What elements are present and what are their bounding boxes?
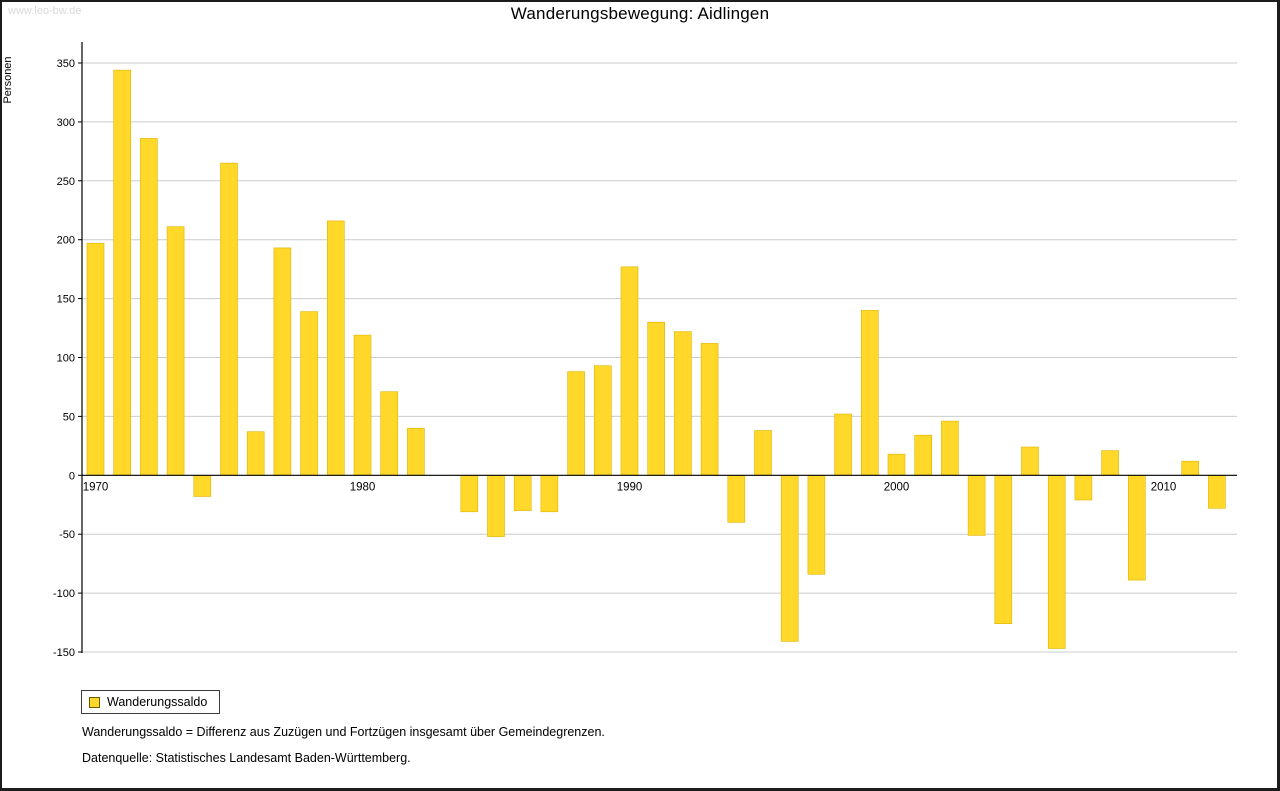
bar-2012 — [1208, 474, 1226, 509]
bar-2004 — [994, 474, 1013, 624]
bar-1973 — [166, 226, 185, 476]
bar-2009 — [1128, 474, 1146, 581]
x-tick-label-1970: 1970 — [83, 481, 109, 493]
y-tick-label-250: 250 — [57, 176, 75, 188]
bar-1994 — [727, 474, 746, 523]
bar-2011 — [1181, 460, 1199, 476]
bar-1986 — [513, 474, 532, 511]
x-tick-label-2000: 2000 — [884, 481, 910, 493]
bar-1978 — [300, 311, 318, 476]
footnote-source: Datenquelle: Statistisches Landesamt Bad… — [82, 751, 411, 765]
bar-1971 — [113, 69, 131, 476]
bar-2006 — [1047, 474, 1066, 649]
bar-1993 — [700, 343, 719, 476]
legend-swatch-icon — [89, 696, 100, 708]
bar-1990 — [620, 266, 639, 476]
bar-1970 — [86, 242, 105, 476]
bar-1998 — [834, 413, 852, 476]
bar-1985 — [487, 474, 505, 537]
bar-1979 — [326, 220, 345, 476]
bar-1995 — [754, 430, 772, 476]
bar-1992 — [674, 331, 692, 476]
y-tick-label--50: -50 — [59, 529, 75, 541]
bar-1987 — [540, 474, 559, 513]
y-tick-label-100: 100 — [57, 353, 75, 365]
bar-1972 — [140, 138, 158, 476]
bar-1984 — [460, 474, 479, 513]
bar-1982 — [407, 427, 425, 476]
x-tick-label-1990: 1990 — [617, 481, 643, 493]
chart-title: Wanderungsbewegung: Aidlingen — [510, 4, 770, 23]
bar-1980 — [353, 334, 372, 476]
bar-1991 — [647, 321, 666, 476]
bar-2003 — [967, 474, 986, 536]
bar-1989 — [593, 365, 612, 476]
bar-2000 — [887, 453, 906, 476]
bar-1996 — [780, 474, 799, 642]
bar-1975 — [220, 162, 238, 476]
bar-2008 — [1101, 450, 1119, 476]
bar-1981 — [380, 391, 399, 476]
legend-label: Wanderungssaldo — [107, 695, 208, 709]
bar-1997 — [807, 474, 826, 575]
legend-box: Wanderungssaldo — [81, 690, 221, 714]
y-tick-label-200: 200 — [57, 235, 75, 247]
y-tick-label--100: -100 — [53, 588, 75, 600]
footnote-definition: Wanderungssaldo = Differenz aus Zuzügen … — [82, 725, 605, 739]
watermark-text: www.leo-bw.de — [8, 5, 82, 17]
y-tick-label-50: 50 — [63, 411, 75, 423]
migration-bar-chart: 350 300 250 200 150 100 50 0 -50 -100 -150 1970 1980… — [2, 42, 1237, 659]
y-tick-label-0: 0 — [69, 470, 75, 482]
bar-2001 — [914, 434, 933, 476]
y-tick-label-350: 350 — [57, 58, 75, 70]
bar-1976 — [246, 431, 265, 476]
bar-1974 — [193, 474, 212, 497]
y-tick-label-300: 300 — [57, 117, 75, 129]
x-tick-label-1980: 1980 — [350, 481, 376, 493]
bar-1999 — [860, 310, 879, 476]
bar-2002 — [941, 420, 959, 476]
x-tick-label-2010: 2010 — [1151, 481, 1177, 493]
y-tick-label--150: -150 — [53, 647, 75, 659]
bar-1988 — [567, 371, 585, 476]
bar-2005 — [1021, 446, 1039, 476]
bar-2007 — [1074, 474, 1093, 501]
y-tick-label-150: 150 — [57, 294, 75, 306]
bar-1977 — [273, 247, 292, 476]
y-axis-title: Personen — [2, 56, 14, 103]
